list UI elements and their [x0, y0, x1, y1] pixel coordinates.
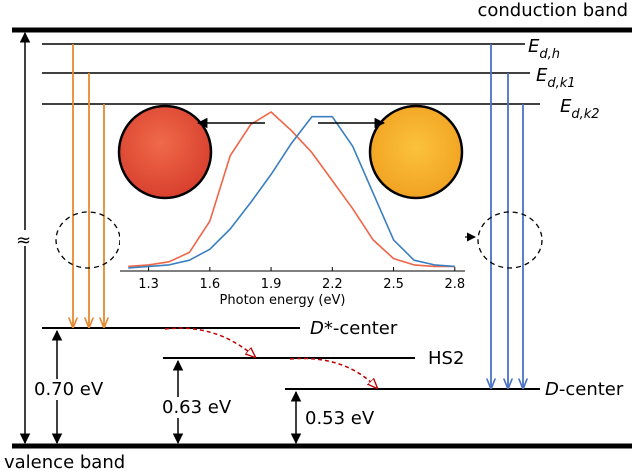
- level-label: Ed,k2: [560, 96, 600, 122]
- x-tick-label: 1.9: [261, 277, 282, 292]
- top-label: conduction band: [477, 0, 628, 21]
- x-tick-label: 1.3: [138, 277, 159, 292]
- ellipse: [55, 211, 121, 269]
- energy-label: 0.63 eV: [162, 397, 232, 418]
- x-axis-label: Photon energy (eV): [220, 293, 346, 308]
- subscript: d,k1: [547, 76, 575, 91]
- text-part: HS2: [428, 348, 464, 369]
- symbol: E: [560, 96, 572, 117]
- yellow-sample: [368, 104, 464, 200]
- inset-bg: [120, 200, 465, 272]
- x-tick-label: 2.5: [383, 277, 404, 292]
- break-bg: [15, 230, 35, 246]
- break-mark: ≈: [16, 230, 31, 251]
- label-bg: [33, 379, 105, 400]
- x-tick-label: 2.8: [444, 277, 465, 292]
- emission-arrows: [491, 44, 523, 388]
- bottom-label: valence band: [4, 452, 125, 473]
- arrow: [164, 327, 255, 357]
- center-label: D-center: [545, 379, 624, 400]
- ellipse: [477, 211, 543, 269]
- italic-part: D*: [310, 318, 333, 339]
- text-part: -center: [559, 379, 624, 400]
- label-bg: [161, 397, 233, 418]
- inset-chart: 1.3 1.6 1.9 2.2 2.5 2.8 Photon energy (eV): [120, 111, 465, 308]
- curve: [128, 115, 455, 269]
- subscript: d,k2: [571, 107, 599, 122]
- label-bg: [304, 408, 376, 429]
- emission-arrows: [73, 44, 104, 327]
- transfer-arrows: [164, 327, 377, 388]
- symbol: E: [528, 36, 540, 57]
- text-part: -center: [333, 318, 398, 339]
- x-tick-label: 1.6: [199, 277, 220, 292]
- symbol: E: [536, 65, 548, 86]
- level-label: Ed,k1: [536, 65, 576, 91]
- arrow: [289, 357, 377, 388]
- energy-label: 0.70 eV: [34, 379, 104, 400]
- bands: [12, 27, 632, 449]
- curve: [128, 111, 455, 268]
- subscript: d,h: [539, 47, 560, 62]
- center-label: D*-center: [310, 318, 398, 339]
- x-tick-label: 2.2: [322, 277, 343, 292]
- italic-part: D: [545, 379, 559, 400]
- red-sample: [117, 104, 213, 200]
- energy-label: 0.53 eV: [305, 408, 375, 429]
- center-label: HS2: [428, 348, 464, 369]
- level-label: Ed,h: [528, 36, 560, 62]
